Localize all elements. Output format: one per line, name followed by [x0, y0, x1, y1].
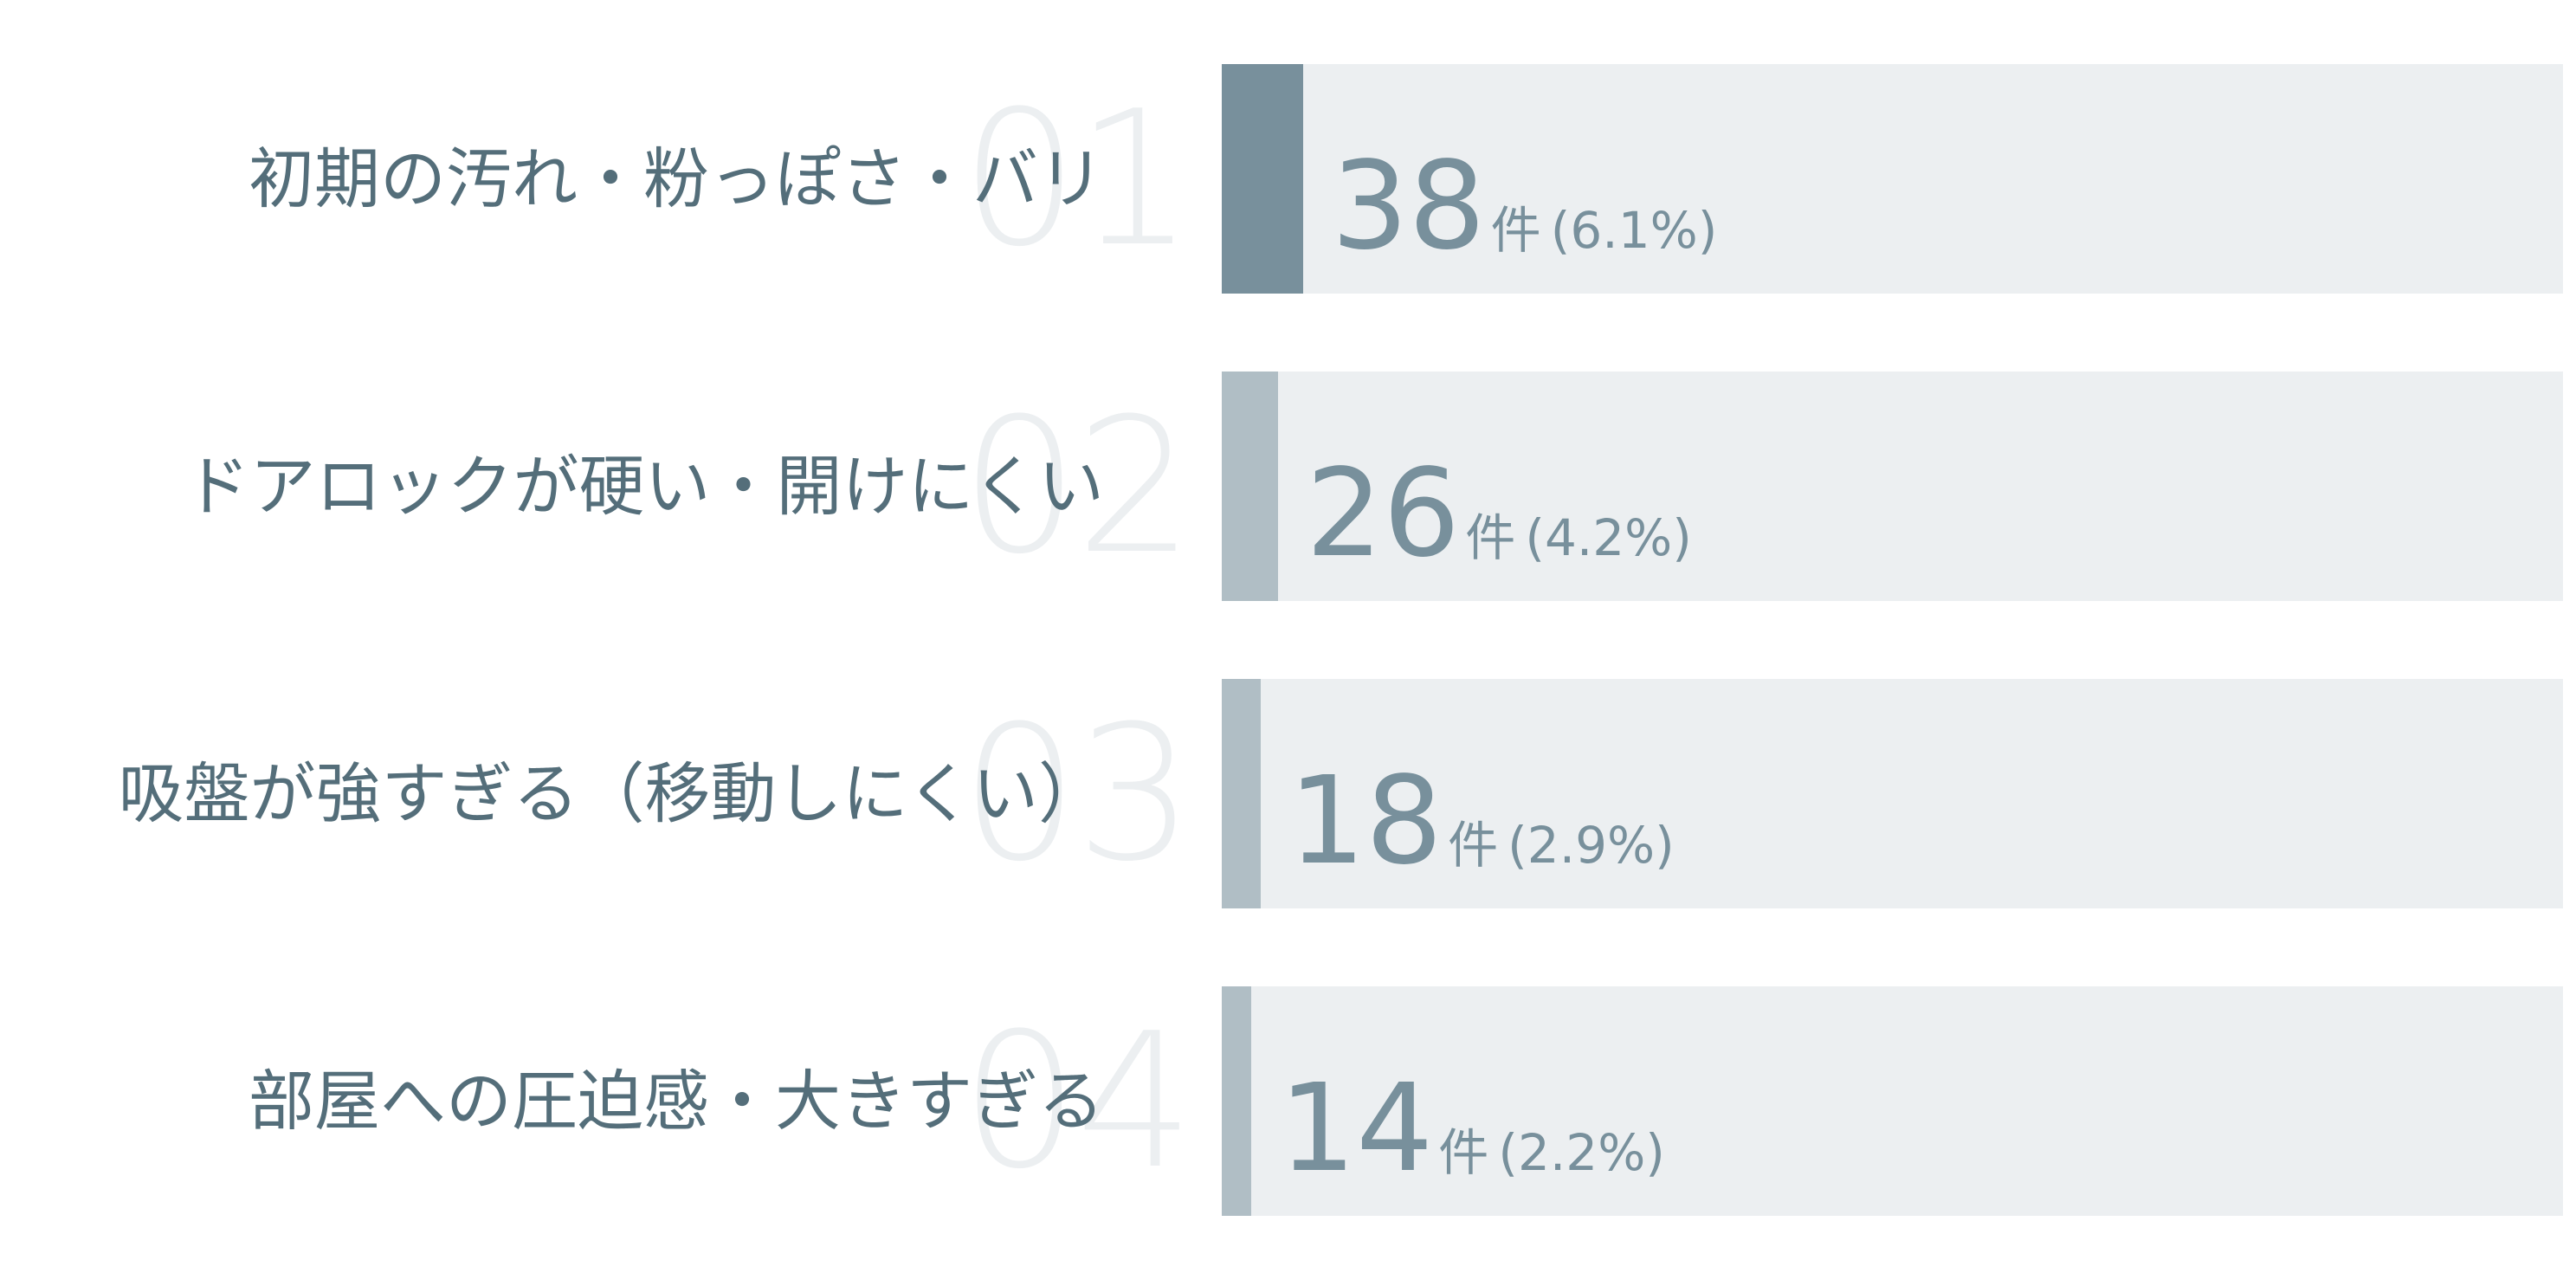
value-number: 26: [1306, 443, 1461, 585]
bar-track: 18 件 (2.9%): [1222, 679, 2563, 908]
category-label: 部屋への圧迫感・大きすぎる: [249, 1063, 1104, 1140]
value-percent: (6.1%): [1550, 201, 1718, 260]
value-percent: (4.2%): [1525, 508, 1692, 567]
chart-row: 01 初期の汚れ・粉っぽさ・バリ 38 件 (6.1%): [0, 64, 2576, 294]
value-percent: (2.2%): [1498, 1123, 1665, 1182]
rank-number: 02: [960, 378, 1194, 595]
value-number: 18: [1288, 751, 1443, 892]
bar-fill: [1222, 372, 1279, 601]
value-unit: 件: [1448, 816, 1499, 875]
bar-track: 38 件 (6.1%): [1222, 64, 2563, 294]
value-unit: 件: [1465, 508, 1516, 567]
value-label: 38 件 (6.1%): [1331, 146, 1717, 268]
rank-number: 03: [960, 685, 1194, 902]
value-unit: 件: [1490, 201, 1541, 260]
value-unit: 件: [1438, 1123, 1489, 1182]
bar-fill: [1222, 679, 1261, 908]
bar-track: 14 件 (2.2%): [1222, 986, 2563, 1216]
value-percent: (2.9%): [1508, 816, 1675, 875]
value-label: 14 件 (2.2%): [1279, 1069, 1665, 1190]
chart-row: 04 部屋への圧迫感・大きすぎる 14 件 (2.2%): [0, 986, 2576, 1216]
bar-track: 26 件 (4.2%): [1222, 372, 2563, 601]
rank-number: 04: [960, 992, 1194, 1210]
rank-number: 01: [960, 70, 1194, 288]
bar-fill: [1222, 64, 1304, 294]
category-label: ドアロックが硬い・開けにくい: [184, 448, 1104, 525]
category-label: 初期の汚れ・粉っぽさ・バリ: [249, 140, 1104, 217]
chart-row: 02 ドアロックが硬い・開けにくい 26 件 (4.2%): [0, 372, 2576, 601]
value-number: 14: [1279, 1058, 1434, 1199]
category-label: 吸盤が強すぎる（移動しにくい）: [118, 755, 1104, 832]
value-number: 38: [1331, 136, 1486, 277]
bar-fill: [1222, 986, 1252, 1216]
value-label: 26 件 (4.2%): [1306, 454, 1692, 575]
value-label: 18 件 (2.9%): [1288, 761, 1675, 882]
chart-row: 03 吸盤が強すぎる（移動しにくい） 18 件 (2.9%): [0, 679, 2576, 908]
